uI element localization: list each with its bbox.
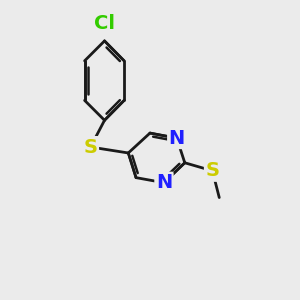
Text: N: N	[169, 129, 185, 148]
Text: N: N	[156, 173, 172, 192]
Text: S: S	[84, 137, 98, 157]
Text: Cl: Cl	[94, 14, 115, 34]
Text: S: S	[206, 161, 219, 180]
